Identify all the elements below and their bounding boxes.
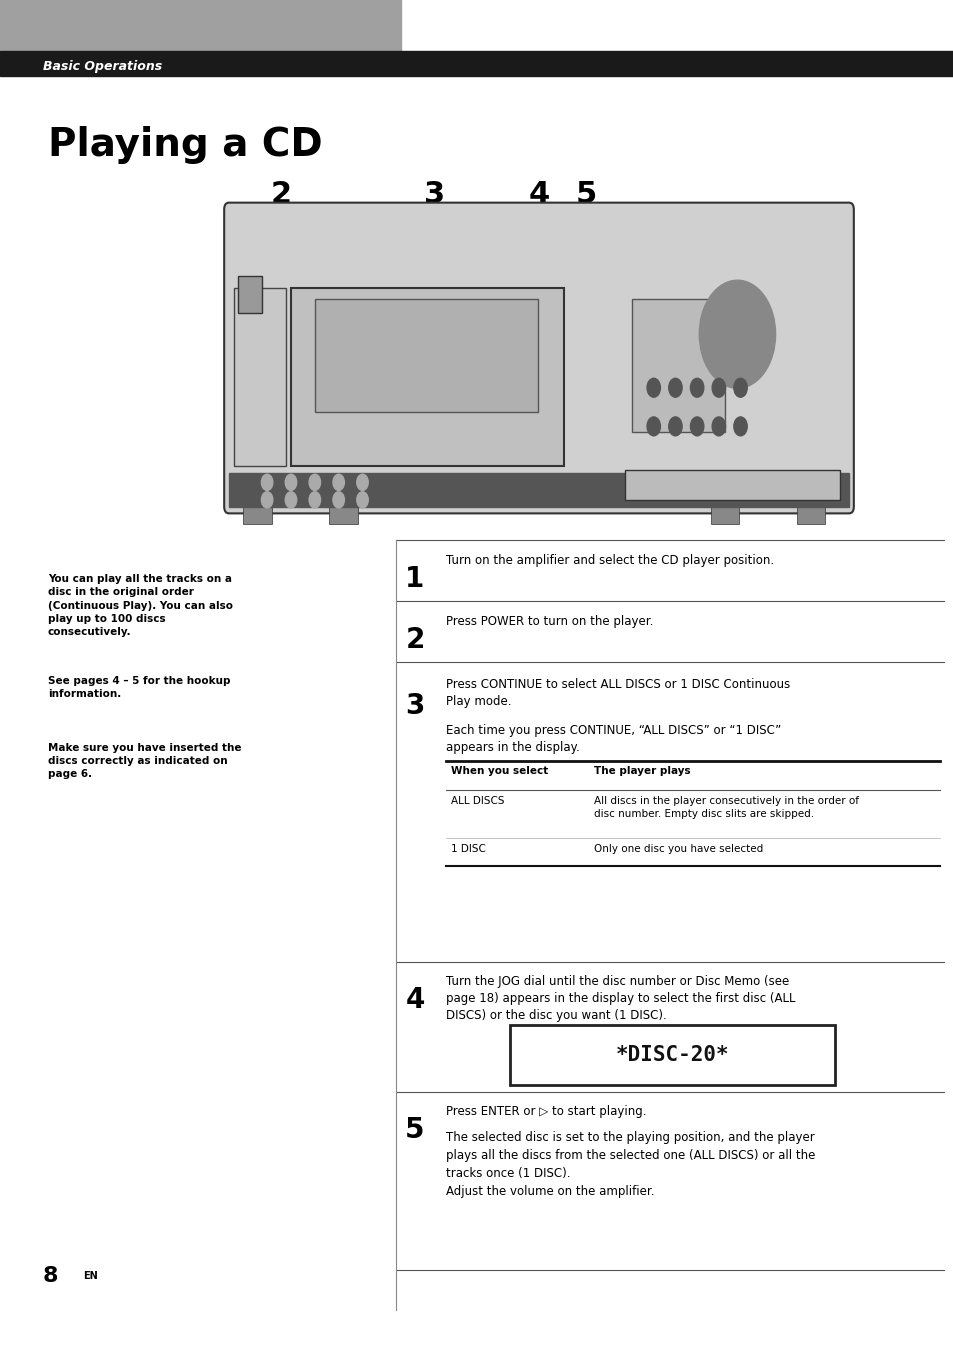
Text: See pages 4 – 5 for the hookup
information.: See pages 4 – 5 for the hookup informati… (48, 676, 230, 698)
Text: You can play all the tracks on a
disc in the original order
(Continuous Play). Y: You can play all the tracks on a disc in… (48, 574, 233, 636)
Circle shape (309, 474, 320, 490)
Bar (233, 288, 286, 466)
Text: EN: EN (83, 1271, 97, 1281)
Circle shape (690, 417, 703, 436)
Circle shape (333, 492, 344, 508)
Circle shape (261, 474, 273, 490)
Text: The selected disc is set to the playing position, and the player
plays all the d: The selected disc is set to the playing … (446, 1131, 815, 1198)
Circle shape (733, 378, 746, 397)
Text: Press POWER to turn on the player.: Press POWER to turn on the player. (446, 615, 653, 628)
Circle shape (711, 417, 724, 436)
Circle shape (356, 474, 368, 490)
Text: 1: 1 (405, 565, 424, 593)
Circle shape (668, 378, 681, 397)
Bar (314, 299, 537, 412)
Text: All discs in the player consecutively in the order of
disc number. Empty disc sl: All discs in the player consecutively in… (594, 796, 859, 819)
Text: Only one disc you have selected: Only one disc you have selected (594, 844, 762, 854)
Bar (238, 276, 262, 313)
Text: 3: 3 (405, 692, 424, 720)
Circle shape (261, 492, 273, 508)
Text: Turn on the amplifier and select the CD player position.: Turn on the amplifier and select the CD … (446, 554, 774, 567)
Text: ALL DISCS: ALL DISCS (451, 796, 504, 805)
Circle shape (285, 492, 296, 508)
Text: Make sure you have inserted the
discs correctly as indicated on
page 6.: Make sure you have inserted the discs co… (48, 743, 241, 780)
Circle shape (690, 378, 703, 397)
Text: Basic Operations: Basic Operations (43, 61, 162, 73)
Circle shape (711, 378, 724, 397)
Text: ↗↗: ↗↗ (244, 343, 255, 349)
Bar (631, 299, 724, 432)
Text: Turn the JOG dial until the disc number or Disc Memo (see
page 18) appears in th: Turn the JOG dial until the disc number … (446, 975, 795, 1023)
Text: *DISC-20*: *DISC-20* (615, 1046, 729, 1065)
Bar (510, 1025, 834, 1085)
Circle shape (699, 280, 775, 388)
Text: 5: 5 (576, 181, 597, 209)
Circle shape (646, 417, 659, 436)
Circle shape (668, 417, 681, 436)
Circle shape (356, 492, 368, 508)
Circle shape (309, 492, 320, 508)
Bar (243, 507, 272, 524)
Text: Press ENTER or ▷ to start playing.: Press ENTER or ▷ to start playing. (446, 1105, 646, 1119)
Text: 2: 2 (405, 626, 424, 654)
Text: Press CONTINUE to select ALL DISCS or 1 DISC Continuous
Play mode.: Press CONTINUE to select ALL DISCS or 1 … (446, 678, 790, 708)
Text: Playing a CD: Playing a CD (48, 126, 322, 163)
Text: The player plays: The player plays (594, 766, 690, 775)
Bar (291, 288, 563, 466)
Text: 5: 5 (405, 1116, 424, 1144)
Bar (229, 473, 848, 507)
Text: 8: 8 (43, 1266, 58, 1286)
Text: When you select: When you select (451, 766, 548, 775)
Bar (0, 51, 953, 76)
Circle shape (285, 474, 296, 490)
Bar (624, 470, 839, 500)
Bar (329, 507, 357, 524)
Text: 4: 4 (405, 986, 424, 1015)
FancyBboxPatch shape (224, 203, 853, 513)
Circle shape (708, 293, 765, 374)
Text: 1 DISC: 1 DISC (451, 844, 486, 854)
Circle shape (733, 417, 746, 436)
Bar (0, 0, 400, 57)
Bar (796, 507, 824, 524)
Text: 4: 4 (528, 181, 549, 209)
Circle shape (646, 378, 659, 397)
Text: 2: 2 (271, 181, 292, 209)
Circle shape (720, 309, 754, 358)
Circle shape (333, 474, 344, 490)
Text: Each time you press CONTINUE, “ALL DISCS” or “1 DISC”
appears in the display.: Each time you press CONTINUE, “ALL DISCS… (446, 724, 781, 754)
Bar (710, 507, 739, 524)
Text: 3: 3 (423, 181, 444, 209)
